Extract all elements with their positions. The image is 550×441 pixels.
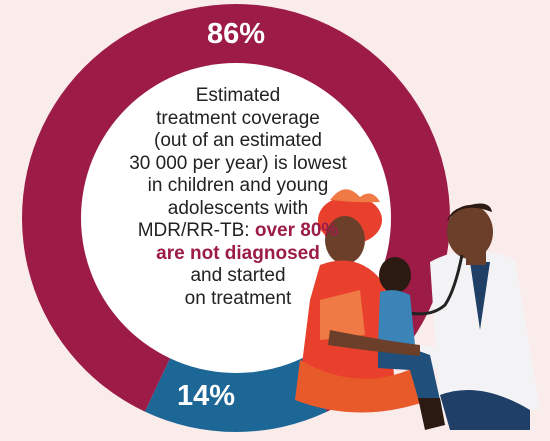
center-line: (out of an estimated [154, 130, 322, 151]
center-line: Estimated [195, 85, 281, 106]
center-line: MDR/RR-TB: [137, 220, 250, 241]
center-line: adolescents with [167, 197, 309, 219]
slice-label-minor: 14% [176, 380, 236, 412]
center-line: treatment coverage [156, 107, 320, 129]
center-line: 30 000 per year) is lowest [129, 152, 347, 174]
slice-label-major: 86% [206, 18, 266, 50]
center-line: on treatment [184, 287, 292, 309]
health-worker-examining-child-icon [295, 189, 540, 430]
center-annotation: Estimated treatment coverage (out of an … [118, 85, 358, 310]
center-line: and started [190, 265, 286, 286]
highlight-text: are not diagnosed [156, 242, 320, 264]
highlight-text: over 80% [254, 220, 339, 241]
center-line: in children and young [147, 175, 329, 196]
